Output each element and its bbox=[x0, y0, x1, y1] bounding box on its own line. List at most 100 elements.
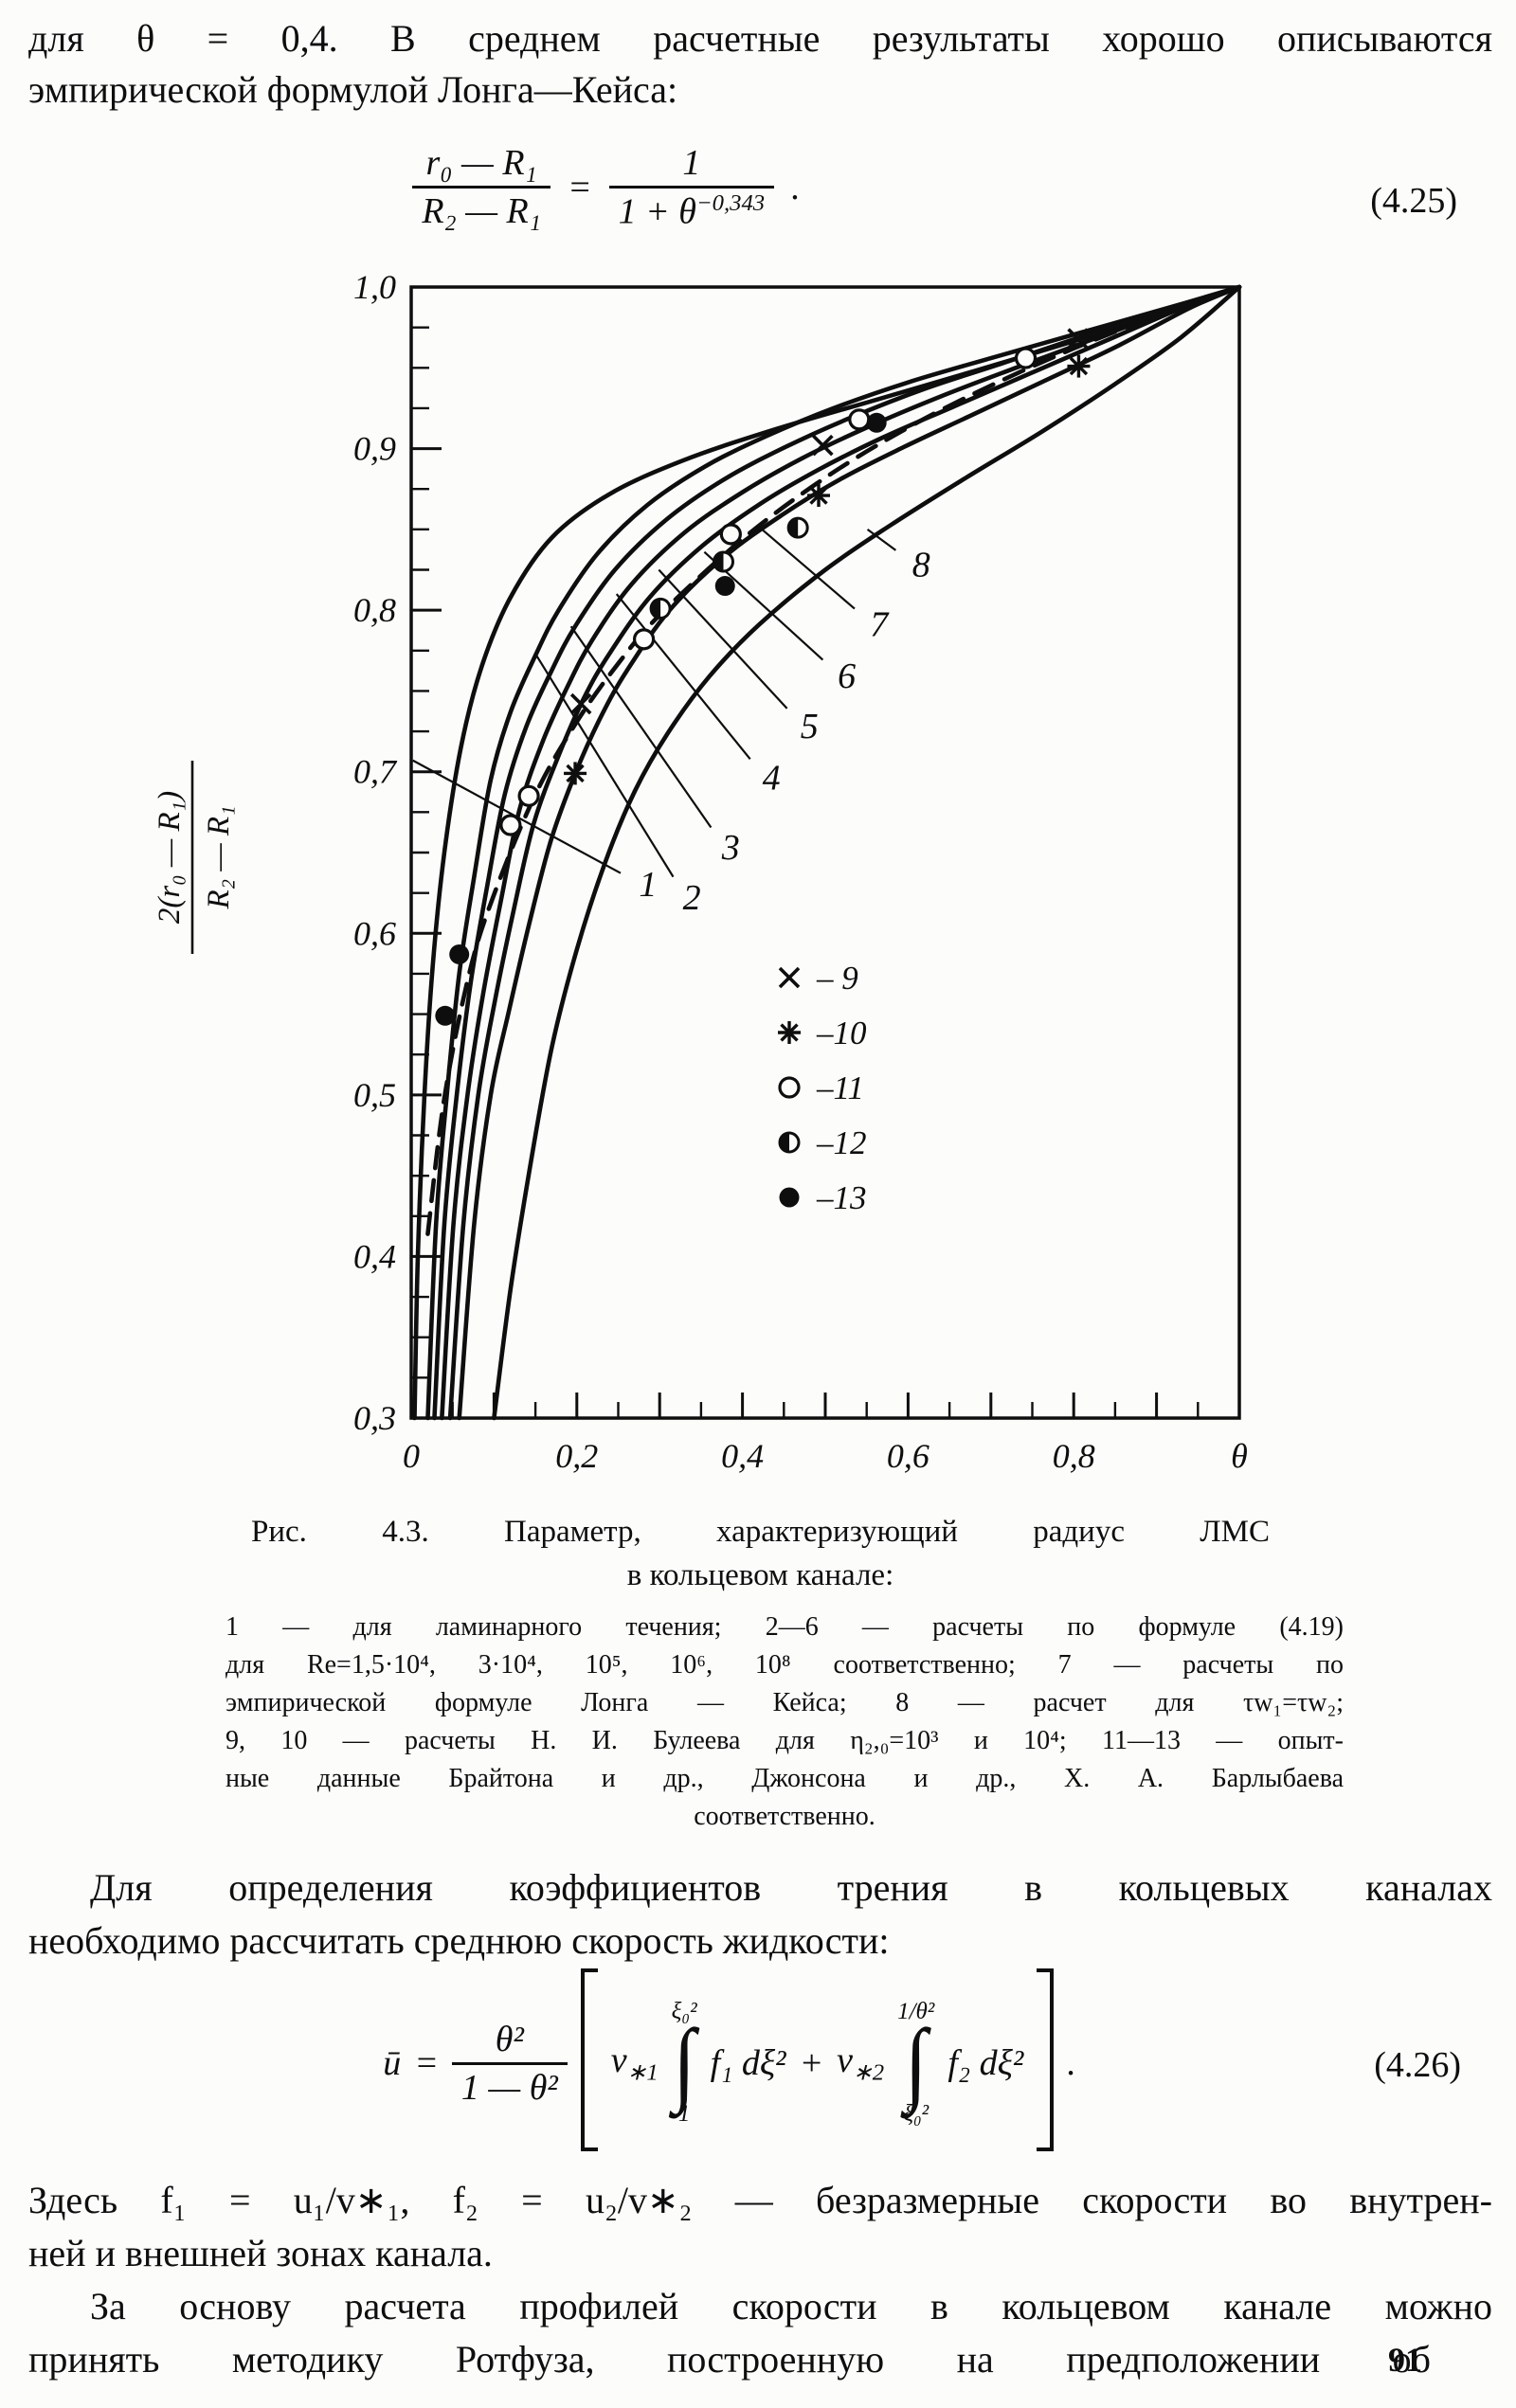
marker-circle bbox=[632, 628, 656, 651]
curve-label-7: 7 bbox=[870, 604, 890, 644]
marker-circle bbox=[499, 814, 522, 836]
right-bracket bbox=[1037, 1968, 1055, 2151]
legend-label: –10 bbox=[816, 1015, 867, 1051]
legend-symbol-dot bbox=[779, 1187, 800, 1208]
legend-label: –13 bbox=[816, 1179, 867, 1216]
curve-label-3: 3 bbox=[721, 828, 740, 868]
eq426-body1: f₁ dξ² bbox=[710, 2043, 786, 2083]
marker-half-circle bbox=[649, 597, 672, 620]
chart-data-points bbox=[435, 328, 1091, 1026]
caption-line: ные данные Брайтона и др., Джонсона и др… bbox=[226, 1764, 1344, 1793]
eq426-number: (4.26) bbox=[1374, 2045, 1461, 2085]
y-tick-label: 0,5 bbox=[353, 1076, 396, 1114]
legend-symbol-cross bbox=[778, 966, 801, 989]
paragraph-intro-line2: эмпирической формулой Лонга—Кейса: bbox=[28, 68, 678, 111]
marker-circle bbox=[517, 784, 540, 807]
marker-dot bbox=[866, 412, 887, 433]
y-axis-title: 2(r₀ — R₁) R₂ — R₁ bbox=[153, 761, 236, 954]
marker-asterisk bbox=[564, 762, 587, 785]
paragraph-here-line1: Здесь f₁ = u₁/v∗₁, f₂ = u₂/v∗₂ — безразм… bbox=[28, 2179, 1492, 2221]
paragraph-friction-line2: необходимо рассчитать среднюю скорость ж… bbox=[28, 1919, 890, 1962]
x-tick-label: 0 bbox=[403, 1437, 420, 1475]
eq426-equals: = bbox=[414, 2043, 439, 2083]
figure-caption-body: 1 — для ламинарного течения; 2—6 — расче… bbox=[226, 1608, 1344, 1836]
leader-line-7 bbox=[757, 525, 856, 610]
marker-circle bbox=[1014, 347, 1038, 369]
paragraph-rothfus-line2: принять методику Ротфуза, построенную на… bbox=[28, 2338, 1431, 2381]
legend-symbol-asterisk bbox=[778, 1021, 801, 1044]
legend-symbol-half-circle bbox=[778, 1131, 801, 1154]
caption-line: 1 — для ламинарного течения; 2—6 — расче… bbox=[226, 1612, 1344, 1642]
eq426-coef1: v∗1 bbox=[610, 2040, 659, 2086]
x-tick-label: 0,8 bbox=[1053, 1437, 1095, 1475]
curve-4 bbox=[440, 284, 1242, 1421]
marker-cross bbox=[812, 434, 834, 457]
marker-circle bbox=[848, 408, 871, 431]
curve-6 bbox=[457, 284, 1242, 1421]
series-11 bbox=[499, 347, 1038, 836]
leader-line-3 bbox=[569, 625, 713, 829]
paragraph-intro-line1: для θ = 0,4. В среднем расчетные результ… bbox=[28, 17, 1492, 60]
eq425-equals: = bbox=[567, 167, 592, 207]
y-tick-label: 0,9 bbox=[353, 430, 396, 468]
eq425-left-fraction: r₀ — R₁ R₂ — R₁ bbox=[412, 140, 550, 234]
eq426-body2: f₂ dξ² bbox=[948, 2043, 1024, 2083]
chart-axes: 0 0,2 0,4 0,6 0,8 θ 1,0 0,9 0,8 0,7 0,6 0,5 0,4 0,3 bbox=[353, 268, 1248, 1475]
series-12 bbox=[649, 516, 809, 620]
y-tick-label: 0,8 bbox=[353, 591, 396, 629]
marker-half-circle bbox=[786, 516, 809, 539]
y-axis-title-numerator: 2(r₀ — R₁) bbox=[153, 791, 187, 924]
equation-4-25: r₀ — R₁ R₂ — R₁ = 1 1 + θ−0,343 . bbox=[0, 140, 1213, 235]
marker-cross bbox=[569, 692, 592, 715]
eq426-lhs: ū bbox=[383, 2043, 402, 2083]
figure-caption-title-line2: в кольцевом канале: bbox=[626, 1558, 894, 1592]
eq426-coef2: v∗2 bbox=[837, 2040, 885, 2086]
curve-3 bbox=[432, 284, 1242, 1421]
x-tick-label: 0,4 bbox=[721, 1437, 764, 1475]
left-bracket bbox=[580, 1968, 598, 2151]
chart-legend: – 9 –10 –11 –12 –13 bbox=[778, 960, 867, 1216]
eq426-integral1: ξ₀² ∫ 1 bbox=[671, 1998, 697, 2127]
eq426-dot: . bbox=[1067, 2043, 1076, 2083]
y-tick-label: 0,4 bbox=[353, 1237, 396, 1275]
eq425-number: (4.25) bbox=[1370, 181, 1457, 221]
curve-1 bbox=[412, 284, 1242, 1421]
x-tick-label: θ bbox=[1231, 1437, 1248, 1475]
marker-asterisk bbox=[1067, 354, 1091, 378]
caption-line: эмпирической формуле Лонга — Кейса; 8 — … bbox=[226, 1688, 1344, 1717]
legend-label: –12 bbox=[816, 1124, 867, 1161]
marker-circle bbox=[719, 523, 742, 546]
curve-label-1: 1 bbox=[639, 865, 657, 905]
leader-line-4 bbox=[615, 593, 751, 761]
marker-cross bbox=[1067, 328, 1089, 350]
marker-dot bbox=[435, 1005, 456, 1026]
legend-symbol-circle bbox=[778, 1076, 801, 1099]
curve-label-5: 5 bbox=[801, 707, 819, 746]
chart-curves bbox=[412, 284, 1242, 1421]
figure-caption-title-line1: Рис. 4.3. Параметр, характеризующий ради… bbox=[251, 1515, 1270, 1549]
marker-asterisk bbox=[807, 484, 831, 508]
curve-8 bbox=[492, 284, 1242, 1421]
y-tick-label: 0,7 bbox=[353, 753, 398, 791]
curve-label-6: 6 bbox=[838, 656, 856, 696]
plot-border bbox=[409, 285, 1241, 1420]
x-tick-label: 0,2 bbox=[555, 1437, 598, 1475]
paragraph-here-line2: ней и внешней зонах канала. bbox=[28, 2232, 493, 2274]
caption-line: соответственно. bbox=[694, 1802, 875, 1831]
eq426-plus: + bbox=[799, 2043, 824, 2083]
caption-line: 9, 10 — расчеты Н. И. Булеева для η₂,₀=1… bbox=[226, 1726, 1344, 1755]
y-tick-label: 0,3 bbox=[353, 1399, 396, 1437]
y-tick-label: 1,0 bbox=[353, 268, 396, 306]
paragraph-friction-line1: Для определения коэффициентов трения в к… bbox=[90, 1866, 1492, 1909]
series-9 bbox=[569, 328, 1089, 715]
curve-label-4: 4 bbox=[763, 759, 781, 799]
curve-label-2: 2 bbox=[683, 878, 701, 918]
marker-dot bbox=[449, 943, 470, 964]
page-number: 91 bbox=[1388, 2341, 1422, 2379]
curve-label-8: 8 bbox=[912, 545, 930, 584]
curve-5 bbox=[447, 284, 1242, 1421]
eq426-fraction: θ² 1 — θ² bbox=[451, 2017, 568, 2111]
series-10 bbox=[564, 354, 1091, 785]
